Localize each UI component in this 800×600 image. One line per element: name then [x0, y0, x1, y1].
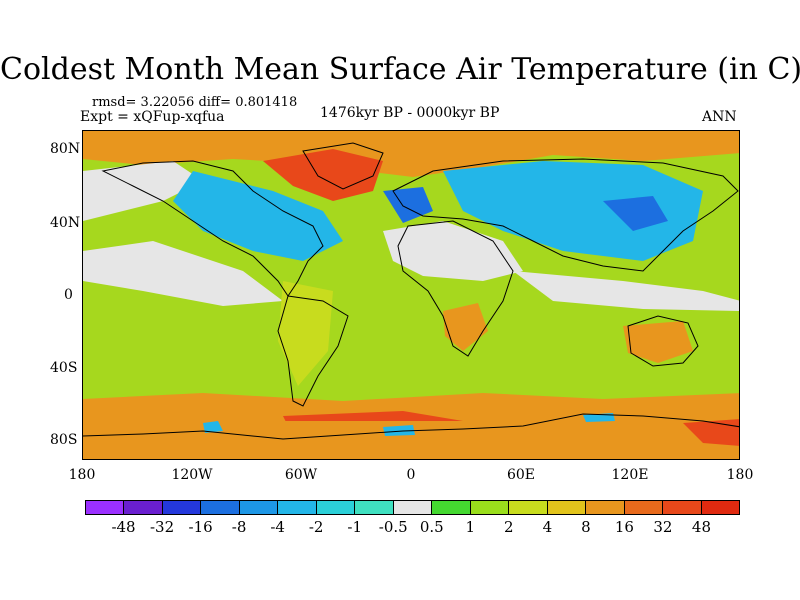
coastlines [83, 142, 739, 440]
tropical-neutral-band-west [83, 241, 283, 306]
colorbar-swatch [701, 500, 740, 515]
colorbar-swatch [316, 500, 356, 515]
colorbar-swatch [239, 500, 279, 515]
eurasia-coastline [392, 158, 739, 272]
x-tick-120w: 120W [171, 467, 213, 483]
colorbar-swatch [355, 500, 394, 515]
antarctica-coastline [83, 413, 739, 440]
colorbar-swatch [278, 500, 317, 515]
colorbar-swatch [547, 500, 587, 515]
x-tick-60w: 60W [284, 467, 318, 483]
siberia-cold-region [603, 196, 668, 231]
colorbar-swatch [470, 500, 510, 515]
australia-warm-region [623, 321, 693, 363]
southern-ocean-warm-band [83, 393, 739, 421]
south-africa-warm-region [443, 303, 488, 351]
colorbar-swatch [509, 500, 548, 515]
y-tick-0: 0 [64, 287, 73, 303]
antarctica-east-hot-region [683, 419, 739, 446]
greenland-coastline [302, 142, 384, 190]
colorbar-label: -1 [347, 518, 363, 536]
north-america-coastline [101, 160, 324, 297]
y-tick-40n: 40N [50, 215, 81, 231]
indian-ocean-neutral-band [513, 271, 739, 311]
colorbar-swatch [393, 500, 433, 515]
x-tick-180e: 180 [726, 467, 754, 483]
colorbar-label: 48 [691, 518, 712, 536]
colorbar-label: 4 [542, 518, 553, 536]
x-tick-0: 0 [406, 467, 416, 483]
south-america-yellow-region [278, 281, 333, 386]
antarctic-warm-band [83, 421, 739, 459]
sahara-neutral-region [383, 221, 523, 281]
chart-title: Coldest Month Mean Surface Air Temperatu… [0, 52, 800, 87]
colorbar-label: 2 [504, 518, 514, 536]
x-tick-60e: 60E [506, 467, 536, 483]
colorbar-label: 0.5 [419, 518, 444, 536]
experiment-label: Expt = xQFup-xqfua [80, 109, 225, 125]
colorbar-label: -48 [111, 518, 136, 536]
colorbar-label: 8 [581, 518, 591, 536]
arctic-warm-region [83, 131, 739, 177]
colorbar-label: -2 [308, 518, 324, 536]
temperature-map [82, 130, 740, 460]
colorbar-label: 32 [653, 518, 673, 536]
colorbar-swatch [162, 500, 202, 515]
north-atlantic-cold-region [383, 187, 433, 223]
australia-coastline [627, 315, 699, 367]
eurasia-cool-region [443, 161, 703, 261]
x-tick-180w: 180 [68, 467, 96, 483]
colorbar-swatch [663, 500, 702, 515]
period-label: 1476kyr BP - 0000kyr BP [320, 105, 500, 121]
colorbar-swatch [586, 500, 625, 515]
colorbar-swatch [85, 500, 125, 515]
colorbar-label: 1 [465, 518, 476, 536]
colorbar-label: -4 [270, 518, 285, 536]
colorbar-label: -0.5 [378, 518, 408, 536]
south-america-coastline [277, 295, 349, 407]
colorbar-label: 16 [614, 518, 634, 536]
colorbar-swatch [124, 500, 163, 515]
africa-coastline [397, 220, 514, 357]
colorbar-swatch [201, 500, 240, 515]
x-tick-120e: 120E [611, 467, 649, 483]
north-america-cool-region [173, 171, 343, 261]
y-tick-80n: 80N [50, 141, 81, 157]
stats-label: rmsd= 3.22056 diff= 0.801418 [92, 95, 298, 110]
season-label: ANN [702, 109, 737, 125]
colorbar-border [85, 500, 740, 515]
y-tick-40s: 40S [50, 360, 78, 376]
colorbar [85, 500, 740, 515]
colorbar-label: -8 [231, 518, 247, 536]
colorbar-swatch [432, 500, 471, 515]
y-tick-80s: 80S [50, 432, 78, 448]
colorbar-swatch [624, 500, 664, 515]
colorbar-label: -32 [149, 518, 175, 536]
colorbar-label: -16 [188, 518, 213, 536]
antarctic-cool-spots [203, 413, 615, 436]
greenland-hot-region [263, 149, 383, 201]
map-svg [83, 131, 739, 459]
